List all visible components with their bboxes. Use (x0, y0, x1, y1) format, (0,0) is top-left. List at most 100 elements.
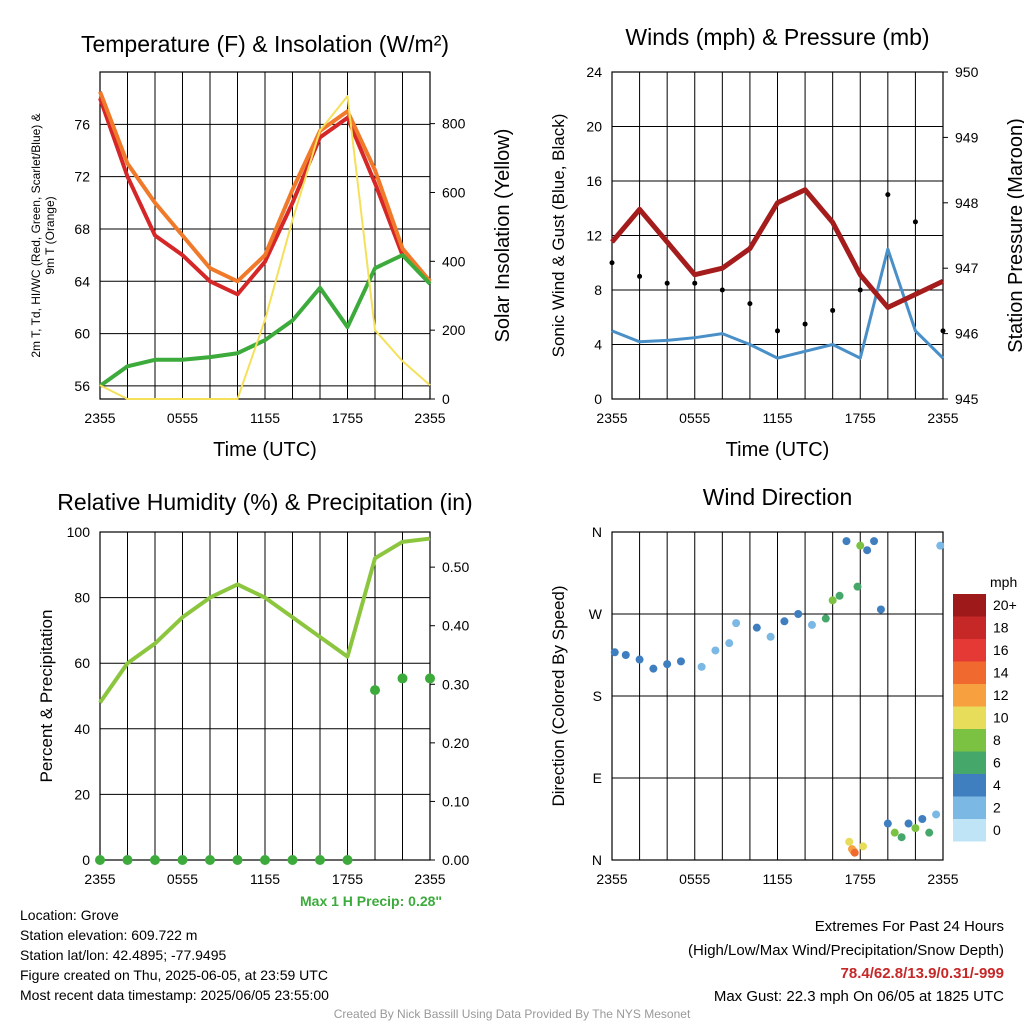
direction-point (845, 837, 854, 846)
humidity-ytick-left: 20 (74, 786, 90, 802)
humidity-precip-point (287, 855, 298, 865)
direction-point (610, 648, 619, 657)
winds-xtick: 1755 (845, 410, 876, 426)
colorbar-tick: 10 (993, 710, 1009, 726)
direction-ytick-left: N (592, 852, 602, 868)
direction-point (897, 833, 906, 842)
direction-xtick: 0555 (679, 871, 710, 887)
direction-point (821, 614, 830, 623)
temperature-frame (99, 71, 431, 400)
temperature-t9m-line (98, 90, 432, 284)
direction-point (780, 617, 789, 626)
winds-gust-point (912, 219, 918, 225)
winds-gust-point (692, 280, 698, 286)
winds-gust-point (940, 328, 946, 334)
direction-point (697, 662, 706, 671)
temperature-ytick-right: 200 (442, 322, 466, 338)
direction-point (635, 655, 644, 664)
temperature-ylabel-left-2: 9m T (Orange) (43, 196, 57, 274)
humidity-ylabel-left: Percent & Precipitation (37, 610, 56, 783)
direction-point (842, 537, 851, 546)
direction-point (856, 541, 865, 550)
temperature-ytick-right: 400 (442, 253, 466, 269)
direction-xtick: 2355 (596, 871, 627, 887)
extremes-values: 78.4/62.8/13.9/0.31/-999 (840, 965, 1004, 982)
colorbar-swatch (953, 661, 986, 684)
humidity-precip-point (315, 855, 325, 865)
winds-gust-point (747, 301, 753, 307)
direction-ytick-left: S (593, 688, 602, 704)
direction-point (850, 848, 859, 857)
temperature-ytick-right: 600 (442, 184, 466, 200)
direction-point (918, 815, 927, 823)
max-precip-label: Max 1 H Precip: 0.28" (300, 893, 443, 909)
winds-gust-point (637, 273, 643, 279)
colorbar-tick: 4 (993, 777, 1001, 793)
temperature-xtick: 1155 (250, 410, 280, 426)
direction-point (621, 651, 630, 659)
direction-point (863, 546, 872, 555)
winds-gust-point (857, 287, 863, 293)
winds-ytick-right: 946 (955, 326, 979, 342)
temperature-ylabel-left: 2m T, Td, HI/WC (Red, Green, Scarlet/Blu… (29, 113, 43, 357)
humidity-precip-point (370, 685, 380, 696)
direction-point (925, 828, 934, 837)
recent-data-text: Most recent data timestamp: 2025/06/05 2… (20, 987, 329, 1003)
temperature-ytick-left: 68 (74, 221, 90, 237)
direction-frame (611, 531, 944, 861)
winds-ylabel-right: Station Pressure (Maroon) (1005, 118, 1024, 353)
created-text: Figure created on Thu, 2025-06-05, at 23… (20, 967, 328, 983)
colorbar-swatch (953, 616, 986, 639)
latlon-text: Station lat/lon: 42.4895; -77.9495 (20, 947, 227, 963)
credit-text: Created By Nick Bassill Using Data Provi… (333, 1007, 691, 1021)
winds-xlabel: Time (UTC) (726, 439, 830, 461)
humidity-xtick: 0555 (167, 871, 198, 887)
temperature-ytick-right: 800 (442, 116, 466, 132)
direction-point (853, 582, 862, 591)
direction-point (676, 657, 685, 666)
colorbar-tick: 14 (993, 665, 1009, 681)
direction-point (835, 591, 844, 600)
temperature-xtick: 0555 (167, 410, 198, 426)
winds-xtick: 0555 (679, 410, 710, 426)
colorbar-swatch (953, 706, 986, 729)
humidity-ytick-right: 0.40 (442, 618, 469, 634)
colorbar-swatch (953, 684, 986, 707)
winds-xtick: 2355 (596, 410, 627, 426)
humidity-ytick-right: 0.50 (442, 559, 469, 575)
direction-point (890, 828, 899, 837)
temperature-title: Temperature (F) & Insolation (W/m²) (81, 31, 449, 57)
humidity-ytick-right: 0.10 (442, 793, 469, 809)
temperature-xlabel: Time (UTC) (213, 439, 317, 461)
direction-ytick-left: N (592, 524, 602, 540)
temperature-ytick-left: 64 (74, 273, 90, 289)
humidity-title: Relative Humidity (%) & Precipitation (i… (57, 489, 472, 515)
direction-point (859, 842, 868, 851)
humidity-precip-point (95, 855, 105, 865)
colorbar-tick: 8 (993, 732, 1001, 748)
winds-pressure-line (610, 187, 945, 310)
direction-xtick: 2355 (927, 871, 958, 887)
colorbar-tick: 16 (993, 642, 1009, 658)
winds-ytick-left: 24 (586, 64, 602, 80)
direction-xtick: 1155 (762, 871, 792, 887)
temperature-ytick-right: 0 (442, 391, 450, 407)
extremes-title: Extremes For Past 24 Hours (814, 918, 1004, 935)
winds-ytick-right: 950 (955, 64, 979, 80)
elevation-text: Station elevation: 609.722 m (20, 927, 198, 943)
direction-point (725, 639, 734, 648)
colorbar-tick: 18 (993, 620, 1009, 636)
direction-point (870, 537, 879, 546)
temperature-ytick-left: 72 (74, 169, 90, 185)
humidity-precip-point (397, 673, 408, 684)
humidity-xtick: 2355 (414, 871, 445, 887)
humidity-precip-point (205, 855, 215, 865)
direction-point (649, 664, 658, 673)
winds-gust-point (719, 287, 725, 293)
winds-ytick-right: 945 (955, 391, 979, 407)
winds-gust-point (609, 260, 615, 266)
humidity-precip-point (232, 855, 243, 865)
winds-ylabel-left: Sonic Wind & Gust (Blue, Black) (549, 114, 568, 358)
colorbar-swatch (953, 729, 986, 752)
winds-gust-point (664, 280, 670, 286)
